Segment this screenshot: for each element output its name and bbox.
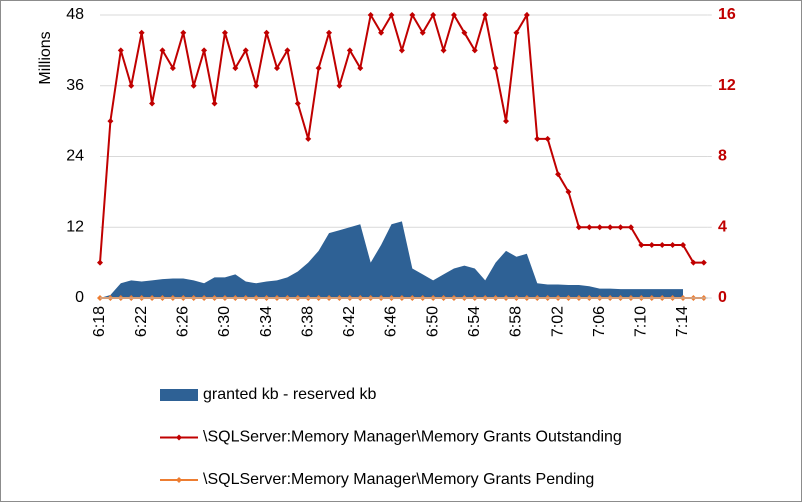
line-marker: [523, 12, 530, 18]
line-marker: [544, 135, 551, 142]
line-marker: [221, 29, 228, 36]
y-tick-label: 0: [75, 289, 84, 306]
y-tick-label: 12: [66, 218, 84, 235]
line-marker: [378, 29, 385, 36]
x-tick-label: 6:58: [508, 306, 525, 337]
line-marker: [450, 12, 457, 18]
line-marker: [430, 12, 437, 18]
line-marker: [357, 65, 364, 72]
line-marker: [607, 224, 614, 231]
y-axis-title: Millions: [37, 31, 54, 84]
line-marker: [336, 82, 343, 89]
x-tick-label: 6:34: [258, 306, 275, 337]
line-marker: [440, 47, 447, 54]
line-marker: [284, 47, 291, 54]
line-marker: [596, 224, 603, 231]
area-series: [100, 221, 683, 298]
line-marker: [586, 224, 593, 231]
line-marker: [305, 135, 312, 142]
x-tick-label: 6:38: [299, 306, 316, 337]
y-tick-label: 48: [66, 6, 84, 23]
line-marker: [326, 29, 333, 36]
line-marker: [419, 29, 426, 36]
x-tick-label: 6:22: [133, 306, 150, 337]
line-marker: [169, 65, 176, 72]
y2-tick-label: 0: [718, 289, 727, 306]
line-marker: [211, 100, 218, 107]
line-marker: [482, 12, 489, 18]
line-marker: [461, 29, 468, 36]
line-marker: [97, 259, 103, 266]
legend-swatch: [160, 389, 198, 401]
line-marker: [138, 29, 145, 36]
line-marker: [627, 224, 634, 231]
line-marker: [648, 241, 655, 248]
y2-tick-label: 8: [718, 148, 727, 165]
line-marker: [253, 82, 260, 89]
line-marker: [107, 118, 114, 125]
line-marker: [617, 224, 624, 231]
legend-marker: [176, 434, 182, 441]
line-marker: [367, 12, 374, 18]
line-marker: [388, 12, 395, 18]
y-tick-label: 36: [66, 77, 84, 94]
line-marker: [273, 65, 280, 72]
line-marker: [159, 47, 166, 54]
line-marker: [503, 118, 510, 125]
x-tick-label: 7:14: [674, 306, 691, 337]
line-marker: [117, 47, 124, 54]
legend-marker: [176, 477, 182, 483]
line-marker: [669, 241, 676, 248]
line-marker: [294, 100, 301, 107]
line-marker: [565, 188, 572, 195]
line-marker: [232, 65, 239, 72]
y2-tick-label: 4: [718, 218, 727, 235]
line-marker: [555, 171, 562, 178]
line-marker: [471, 47, 478, 54]
line-marker: [680, 241, 686, 248]
legend-label: \SQLServer:Memory Manager\Memory Grants …: [203, 429, 622, 446]
line-marker: [575, 224, 582, 231]
legend-label: \SQLServer:Memory Manager\Memory Grants …: [203, 471, 594, 488]
line-marker: [398, 47, 405, 54]
x-tick-label: 6:18: [91, 306, 108, 337]
line-marker: [659, 241, 666, 248]
line-marker: [700, 259, 707, 266]
y2-tick-label: 16: [718, 6, 736, 23]
line-marker: [315, 65, 322, 72]
legend-label: granted kb - reserved kb: [203, 386, 377, 403]
y2-tick-label: 12: [718, 77, 736, 94]
x-tick-label: 6:30: [216, 306, 233, 337]
x-tick-label: 6:26: [175, 306, 192, 337]
x-tick-label: 7:10: [633, 306, 650, 337]
x-tick-label: 6:54: [466, 306, 483, 337]
x-tick-label: 7:02: [549, 306, 566, 337]
line-marker: [638, 241, 645, 248]
x-tick-label: 6:50: [424, 306, 441, 337]
line-marker: [180, 29, 187, 36]
x-tick-label: 6:46: [383, 306, 400, 337]
line-marker: [409, 12, 416, 18]
x-tick-label: 6:42: [341, 306, 358, 337]
line-marker: [346, 47, 353, 54]
line-marker: [190, 82, 197, 89]
line-marker: [513, 29, 520, 36]
line-marker: [201, 47, 208, 54]
line-marker: [128, 82, 135, 89]
line-marker: [242, 47, 249, 54]
x-tick-label: 7:06: [591, 306, 608, 337]
line-marker: [263, 29, 270, 36]
y-tick-label: 24: [66, 148, 84, 165]
line-marker: [492, 65, 499, 72]
line-marker: [149, 100, 156, 107]
line-marker: [690, 259, 697, 266]
line-marker: [534, 135, 541, 142]
